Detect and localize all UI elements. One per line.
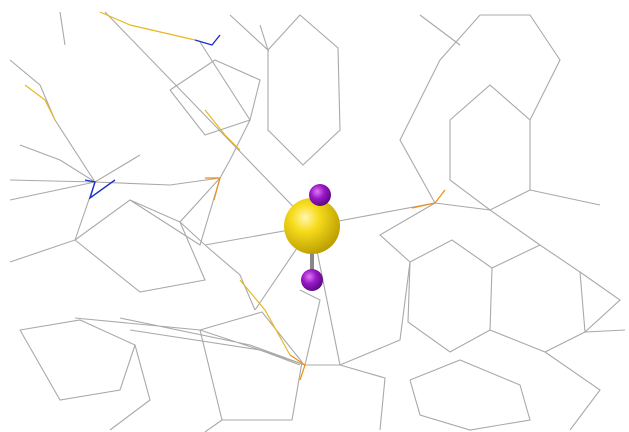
gold-atom [284,198,340,254]
chain [204,419,223,432]
chain [299,289,321,366]
chain [179,177,256,311]
ring [449,84,531,211]
coordination-bond [104,11,313,227]
iodine-atom [309,184,331,206]
sulfur-bond [204,109,241,151]
chain [9,59,221,186]
chain [129,329,301,366]
chain [305,261,411,366]
chain [74,317,306,366]
sulfur-bond [99,11,196,41]
chain [419,14,461,46]
ring [169,59,261,136]
ring [409,359,531,431]
ring [74,199,206,293]
chain [129,177,221,246]
chain [229,14,270,52]
chain [399,59,441,204]
phosphorus-bond [205,177,221,201]
wireframe [9,11,626,432]
sulfur-bond [239,279,291,356]
ring [489,244,586,353]
chain [379,202,436,263]
chain [109,344,151,431]
chain [529,189,601,206]
ring [199,311,303,421]
chain [19,144,141,183]
nitrogen-bond [194,34,221,46]
nitrogen-bond [84,179,116,200]
phosphorus-bond [289,354,306,381]
ring [407,239,493,353]
ring [19,319,136,401]
ring [267,14,341,166]
chain [199,41,251,179]
chain [339,364,386,431]
iodine-atom [301,269,323,291]
sulfur-bond [24,84,56,121]
chain [9,181,96,263]
chain [59,11,66,46]
chain [9,179,96,201]
chain [579,271,626,333]
chain [544,351,601,431]
phosphorus-bond [411,189,446,209]
chain [434,202,541,246]
ring [439,14,561,121]
heteroatom-bonds [24,11,446,381]
